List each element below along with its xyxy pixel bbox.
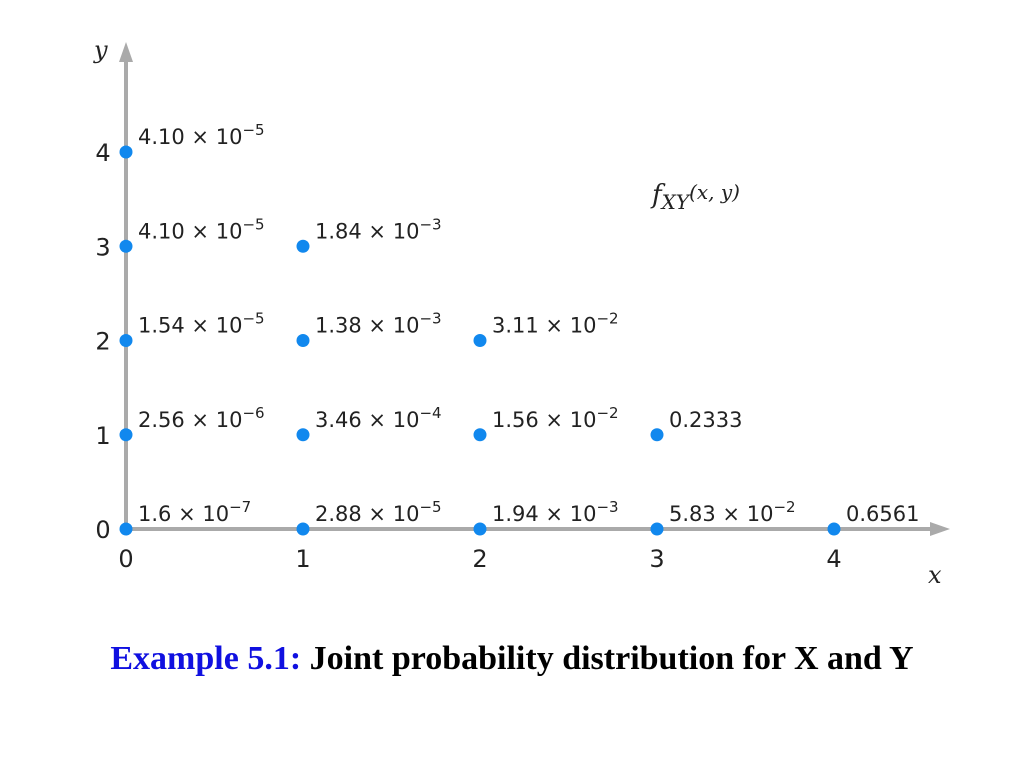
point-value-exponent: −5 [419, 498, 441, 516]
point-value-mantissa: 3.46 × 10 [315, 408, 419, 432]
point-value-mantissa: 2.56 × 10 [138, 408, 242, 432]
point-value-label: 1.84 × 10−3 [315, 215, 442, 243]
caption-text: Joint probability distribution for X and… [309, 640, 914, 677]
point-value-label: 3.46 × 10−4 [315, 404, 442, 432]
function-label: fXY(x, y) [650, 180, 740, 214]
point-value-mantissa: 1.84 × 10 [315, 219, 419, 243]
data-point [296, 334, 310, 347]
point-value-label: 0.2333 [669, 408, 742, 432]
data-point [650, 522, 664, 536]
y-tick-label: 2 [95, 328, 110, 356]
point-value-exponent: −2 [596, 310, 618, 328]
point-value-mantissa: 5.83 × 10 [669, 502, 773, 526]
data-point [296, 522, 310, 536]
data-point [119, 239, 133, 253]
point-value-label: 5.83 × 10−2 [669, 498, 796, 526]
data-point [473, 428, 487, 442]
data-points [119, 145, 841, 536]
x-axis-label: x [928, 561, 942, 589]
point-value-mantissa: 1.94 × 10 [492, 502, 596, 526]
axes: xy [93, 36, 950, 589]
x-tick-label: 2 [472, 545, 487, 573]
x-tick-label: 1 [295, 545, 310, 573]
point-value-exponent: −3 [596, 498, 618, 516]
point-value-exponent: −4 [419, 404, 441, 422]
point-value-exponent: −5 [242, 121, 264, 139]
data-point [296, 239, 310, 253]
point-value-label: 1.54 × 10−5 [138, 310, 265, 338]
x-tick-label: 0 [118, 545, 133, 573]
point-value-exponent: −6 [242, 404, 264, 422]
y-tick-label: 0 [95, 516, 110, 544]
point-value-mantissa: 3.11 × 10 [492, 314, 596, 338]
point-value-label: 2.88 × 10−5 [315, 498, 442, 526]
data-point [650, 428, 664, 442]
point-value-mantissa: 1.6 × 10 [138, 502, 229, 526]
tick-labels: 0 1 2 3 4 0 1 2 3 4 [95, 139, 841, 573]
x-tick-label: 3 [649, 545, 664, 573]
point-value-mantissa: 1.38 × 10 [315, 314, 419, 338]
point-value-labels: 1.6 × 10−7 2.88 × 10−5 1.94 × 10−3 5.83 × 1… [138, 121, 919, 526]
point-value-exponent: −2 [773, 498, 795, 516]
point-value-exponent: −5 [242, 215, 264, 233]
point-value-mantissa: 0.2333 [669, 408, 742, 432]
data-point [119, 334, 133, 347]
point-value-label: 3.11 × 10−2 [492, 310, 619, 338]
data-point [827, 522, 841, 536]
point-value-label: 0.6561 [846, 502, 919, 526]
point-value-label: 1.6 × 10−7 [138, 498, 251, 526]
point-value-mantissa: 1.54 × 10 [138, 314, 242, 338]
point-value-mantissa: 2.88 × 10 [315, 502, 419, 526]
function-label-args: (x, y) [689, 180, 740, 204]
y-tick-label: 4 [95, 139, 110, 167]
figure-caption: Example 5.1: Joint probability distribut… [0, 640, 1024, 678]
point-value-label: 1.38 × 10−3 [315, 310, 442, 338]
y-tick-label: 3 [95, 233, 110, 261]
caption-prefix: Example 5.1: [110, 640, 302, 677]
point-value-label: 1.94 × 10−3 [492, 498, 619, 526]
x-tick-label: 4 [826, 545, 841, 573]
point-value-mantissa: 4.10 × 10 [138, 125, 242, 149]
data-point [473, 522, 487, 536]
x-axis-arrow-icon [930, 522, 950, 536]
function-label-subscript: XY [660, 190, 691, 214]
point-value-exponent: −2 [596, 404, 618, 422]
point-value-label: 4.10 × 10−5 [138, 215, 265, 243]
point-value-exponent: −3 [419, 215, 441, 233]
data-point [119, 145, 133, 159]
y-axis-label: y [93, 36, 108, 64]
point-value-exponent: −5 [242, 310, 264, 328]
point-value-exponent: −7 [229, 498, 251, 516]
point-value-mantissa: 1.56 × 10 [492, 408, 596, 432]
y-axis-arrow-icon [119, 42, 133, 62]
point-value-label: 1.56 × 10−2 [492, 404, 619, 432]
data-point [473, 334, 487, 347]
y-tick-label: 1 [95, 422, 110, 450]
point-value-label: 4.10 × 10−5 [138, 121, 265, 149]
point-value-label: 2.56 × 10−6 [138, 404, 265, 432]
point-value-mantissa: 4.10 × 10 [138, 219, 242, 243]
data-point [296, 428, 310, 442]
point-value-mantissa: 0.6561 [846, 502, 919, 526]
data-point [119, 428, 133, 442]
point-value-exponent: −3 [419, 310, 441, 328]
data-point [119, 522, 133, 536]
